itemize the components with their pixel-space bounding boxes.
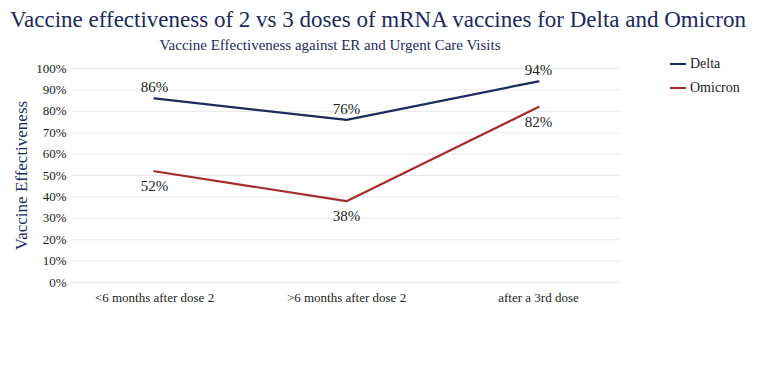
svg-text:90%: 90% (43, 82, 67, 97)
svg-text:50%: 50% (43, 168, 67, 183)
svg-text:0%: 0% (49, 275, 67, 290)
svg-text:80%: 80% (43, 103, 67, 118)
svg-text:<6 months after dose 2: <6 months after dose 2 (95, 290, 214, 305)
svg-text:30%: 30% (43, 210, 67, 225)
svg-text:Vaccine Effectiveness: Vaccine Effectiveness (12, 101, 31, 250)
svg-text:86%: 86% (141, 79, 169, 95)
svg-text:60%: 60% (43, 146, 67, 161)
svg-text:40%: 40% (43, 189, 67, 204)
html-text:Vaccine Effectiveness against: Vaccine Effectiveness against ER and Urg… (159, 37, 501, 53)
svg-text:>6 months after dose 2: >6 months after dose 2 (287, 290, 406, 305)
html-text:Omicron: Omicron (690, 80, 740, 95)
svg-text:70%: 70% (43, 125, 67, 140)
svg-text:52%: 52% (141, 178, 169, 194)
svg-text:100%: 100% (36, 61, 67, 76)
svg-text:76%: 76% (333, 101, 361, 117)
svg-text:94%: 94% (525, 62, 553, 78)
html-text:Vaccine effectiveness of 2 vs: Vaccine effectiveness of 2 vs 3 doses of… (10, 7, 746, 32)
html-text:Delta: Delta (690, 56, 721, 71)
svg-text:10%: 10% (43, 253, 67, 268)
svg-text:82%: 82% (525, 114, 553, 130)
svg-text:after a 3rd dose: after a 3rd dose (498, 290, 579, 305)
svg-text:38%: 38% (333, 208, 361, 224)
svg-text:20%: 20% (43, 232, 67, 247)
